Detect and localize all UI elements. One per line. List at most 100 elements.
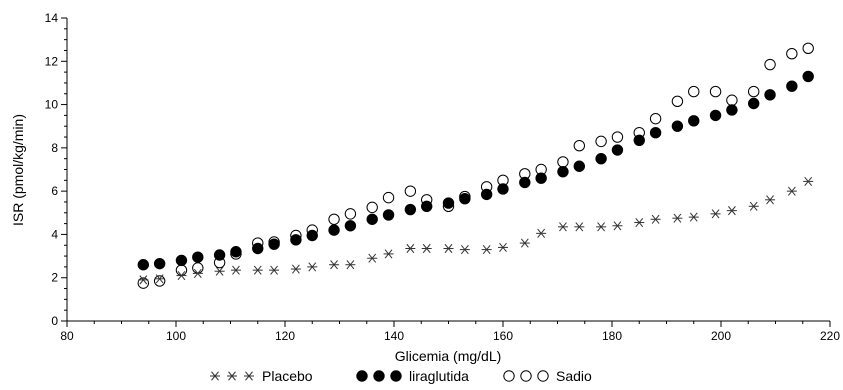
data-point bbox=[405, 243, 416, 254]
data-point bbox=[366, 201, 378, 214]
data-point bbox=[595, 152, 607, 165]
data-point bbox=[252, 265, 263, 275]
data-point bbox=[268, 238, 280, 250]
data-point bbox=[328, 224, 340, 236]
data-point bbox=[175, 264, 188, 276]
y-axis-title: ISR (pmol/kg/min) bbox=[10, 114, 26, 226]
legend-label: Sadio bbox=[556, 368, 592, 384]
data-point bbox=[328, 213, 340, 225]
data-point bbox=[230, 246, 242, 258]
x-tick-label: 200 bbox=[711, 329, 731, 343]
data-point bbox=[404, 203, 417, 216]
x-tick-label: 180 bbox=[602, 329, 622, 343]
data-point bbox=[290, 264, 301, 274]
data-point bbox=[176, 270, 187, 281]
data-point bbox=[802, 70, 814, 83]
data-point bbox=[345, 260, 356, 270]
data-point bbox=[634, 217, 645, 228]
data-point bbox=[404, 185, 417, 197]
data-point bbox=[481, 245, 492, 255]
data-point bbox=[595, 135, 607, 148]
data-point bbox=[252, 242, 264, 255]
data-point bbox=[786, 186, 797, 196]
x-tick-label: 80 bbox=[60, 329, 74, 343]
data-point bbox=[498, 242, 508, 252]
data-point bbox=[382, 209, 395, 221]
data-point bbox=[649, 112, 662, 125]
data-point bbox=[366, 213, 378, 225]
legend-symbol bbox=[227, 371, 237, 381]
y-tick-label: 4 bbox=[51, 227, 58, 241]
data-point bbox=[650, 214, 661, 224]
data-point bbox=[154, 274, 165, 284]
data-point bbox=[573, 160, 585, 172]
y-tick-label: 0 bbox=[51, 314, 58, 328]
data-point bbox=[214, 266, 225, 276]
data-point bbox=[748, 85, 760, 98]
series-placebo-points bbox=[138, 176, 814, 285]
legend-symbol bbox=[356, 370, 368, 382]
data-point bbox=[688, 212, 699, 222]
data-point bbox=[649, 127, 662, 139]
data-point bbox=[671, 95, 684, 108]
data-point bbox=[367, 253, 378, 263]
data-point bbox=[175, 254, 188, 267]
data-point bbox=[383, 249, 394, 259]
data-point bbox=[459, 193, 471, 205]
data-point bbox=[443, 243, 454, 254]
data-point bbox=[671, 120, 684, 132]
y-tick-label: 2 bbox=[51, 271, 58, 285]
legend-symbol bbox=[244, 371, 254, 381]
y-tick-label: 6 bbox=[51, 184, 58, 198]
data-point bbox=[611, 131, 624, 143]
legend: Placebo liraglutida Sadio bbox=[210, 368, 592, 384]
data-point bbox=[672, 213, 683, 223]
x-tick-label: 120 bbox=[275, 329, 295, 343]
data-point bbox=[230, 265, 241, 275]
legend-symbol bbox=[520, 370, 532, 382]
data-point bbox=[611, 144, 624, 156]
data-point bbox=[726, 104, 738, 116]
x-tick-label: 220 bbox=[820, 329, 840, 343]
data-point bbox=[765, 195, 776, 205]
data-point bbox=[612, 221, 623, 231]
data-point bbox=[421, 200, 433, 212]
data-point bbox=[709, 109, 722, 122]
data-point bbox=[557, 222, 568, 232]
data-point bbox=[329, 260, 340, 270]
data-point bbox=[213, 249, 226, 261]
data-point bbox=[764, 89, 776, 101]
data-point bbox=[596, 222, 607, 232]
legend-item-liraglutida: liraglutida bbox=[356, 368, 469, 384]
data-point bbox=[459, 245, 470, 255]
data-point bbox=[307, 262, 318, 272]
data-point bbox=[802, 42, 814, 54]
data-point bbox=[803, 176, 814, 186]
data-point bbox=[786, 80, 798, 92]
data-point bbox=[688, 85, 700, 98]
data-point bbox=[710, 209, 721, 219]
y-tick-label: 14 bbox=[45, 11, 59, 25]
data-point bbox=[726, 206, 737, 216]
data-point bbox=[137, 259, 150, 271]
series-liraglutida-points bbox=[137, 70, 814, 271]
data-point bbox=[421, 243, 432, 254]
legend-item-placebo: Placebo bbox=[210, 368, 313, 384]
data-point bbox=[344, 220, 357, 232]
legend-label: Placebo bbox=[262, 368, 313, 384]
data-point bbox=[688, 115, 700, 127]
legend-label: liraglutida bbox=[409, 368, 469, 384]
data-point bbox=[519, 238, 530, 248]
data-point bbox=[536, 228, 547, 238]
data-point bbox=[344, 208, 357, 220]
y-tick-label: 8 bbox=[51, 141, 58, 155]
data-point bbox=[137, 277, 150, 289]
data-point bbox=[306, 229, 318, 242]
data-point bbox=[748, 97, 760, 110]
data-markers bbox=[137, 42, 814, 289]
legend-symbol bbox=[503, 370, 515, 382]
legend-item-sadio: Sadio bbox=[503, 368, 592, 384]
data-point bbox=[153, 275, 166, 287]
data-point bbox=[290, 234, 302, 246]
legend-symbol bbox=[537, 370, 549, 382]
